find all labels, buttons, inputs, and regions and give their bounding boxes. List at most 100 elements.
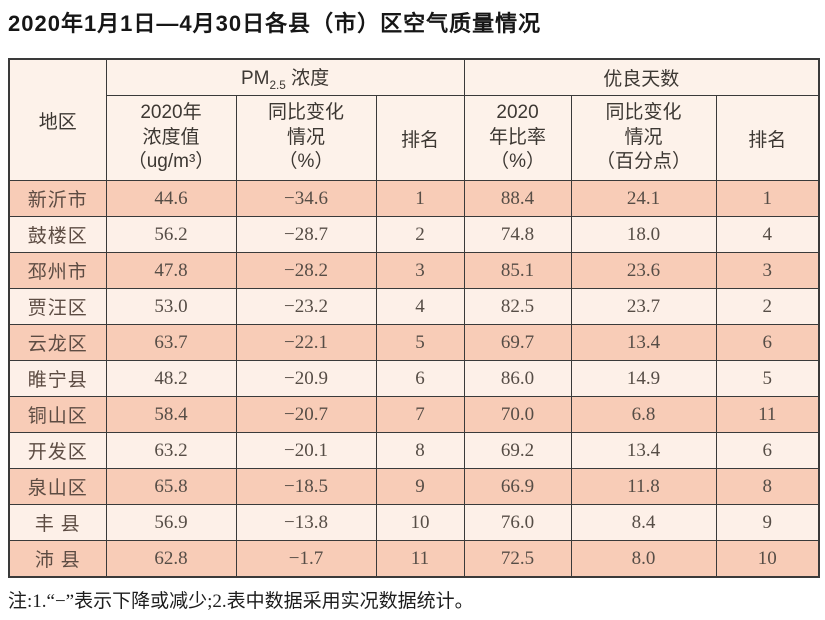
- cell-pm25-rank: 8: [375, 432, 465, 469]
- cell-goodday-ratio: 74.8: [463, 216, 572, 253]
- cell-goodday-rank: 9: [715, 504, 820, 541]
- cell-goodday-change: 13.4: [570, 432, 717, 469]
- cell-goodday-ratio: 76.0: [463, 504, 572, 541]
- cell-pm25-value: 65.8: [105, 468, 237, 505]
- table-row: 铜山区 58.4 −20.7 7 70.0 6.8 11: [8, 396, 820, 433]
- cell-goodday-rank: 10: [715, 540, 820, 578]
- cell-pm25-change: −18.5: [235, 468, 377, 505]
- footnote: 注:1.“−”表示下降或减少;2.表中数据采用实况数据统计。: [8, 591, 474, 612]
- cell-goodday-rank: 1: [715, 180, 820, 217]
- col-header-goodday-ratio: 2020 年比率 （%）: [463, 95, 572, 181]
- cell-goodday-change: 23.6: [570, 252, 717, 289]
- header-group-row: 地区 PM2.5 浓度 优良天数: [8, 58, 820, 181]
- cell-pm25-change: −23.2: [235, 288, 377, 325]
- cell-pm25-value: 56.9: [105, 504, 237, 541]
- col-header-pm25-rank: 排名: [375, 95, 465, 181]
- pm25-label-suffix: 浓度: [285, 68, 330, 90]
- cell-region: 邳州市: [8, 252, 107, 289]
- cell-goodday-change: 23.7: [570, 288, 717, 325]
- table-body: 新沂市 44.6 −34.6 1 88.4 24.1 1 鼓楼区 56.2 −2…: [8, 180, 820, 578]
- cell-region: 沛 县: [8, 540, 107, 578]
- cell-goodday-rank: 2: [715, 288, 820, 325]
- col-header-goodday-rank: 排名: [715, 95, 820, 181]
- pm25-label-subscript: 2.5: [269, 78, 286, 92]
- cell-pm25-value: 63.2: [105, 432, 237, 469]
- cell-pm25-rank: 7: [375, 396, 465, 433]
- cell-pm25-change: −34.6: [235, 180, 377, 217]
- table-row: 新沂市 44.6 −34.6 1 88.4 24.1 1: [8, 180, 820, 217]
- cell-goodday-change: 11.8: [570, 468, 717, 505]
- col-group-pm25: PM2.5 浓度: [105, 58, 465, 96]
- cell-goodday-change: 13.4: [570, 324, 717, 361]
- cell-pm25-value: 44.6: [105, 180, 237, 217]
- cell-pm25-rank: 3: [375, 252, 465, 289]
- cell-goodday-change: 8.4: [570, 504, 717, 541]
- cell-goodday-ratio: 88.4: [463, 180, 572, 217]
- cell-pm25-rank: 4: [375, 288, 465, 325]
- cell-goodday-change: 6.8: [570, 396, 717, 433]
- cell-pm25-rank: 6: [375, 360, 465, 397]
- cell-goodday-rank: 5: [715, 360, 820, 397]
- table-row: 云龙区 63.7 −22.1 5 69.7 13.4 6: [8, 324, 820, 361]
- cell-pm25-change: −20.7: [235, 396, 377, 433]
- table-row: 邳州市 47.8 −28.2 3 85.1 23.6 3: [8, 252, 820, 289]
- cell-pm25-rank: 5: [375, 324, 465, 361]
- col-group-good-days: 优良天数: [463, 58, 820, 96]
- cell-goodday-ratio: 85.1: [463, 252, 572, 289]
- header-sub-row: 2020年 浓度值 （ug/m³） 同比变化 情况 （%） 排名 2020 年比…: [9, 95, 820, 181]
- col-header-region: 地区: [8, 58, 107, 181]
- page-title: 2020年1月1日—4月30日各县（市）区空气质量情况: [8, 11, 542, 36]
- cell-goodday-change: 8.0: [570, 540, 717, 578]
- cell-pm25-value: 56.2: [105, 216, 237, 253]
- col-header-pm25-change: 同比变化 情况 （%）: [235, 95, 377, 181]
- cell-pm25-rank: 11: [375, 540, 465, 578]
- cell-region: 丰 县: [8, 504, 107, 541]
- table-row: 丰 县 56.9 −13.8 10 76.0 8.4 9: [8, 504, 820, 541]
- cell-goodday-rank: 6: [715, 432, 820, 469]
- cell-goodday-change: 18.0: [570, 216, 717, 253]
- cell-region: 睢宁县: [8, 360, 107, 397]
- air-quality-table: 地区 PM2.5 浓度 优良天数 2020年 浓度值 （ug/m³） 同比变化 …: [8, 58, 821, 578]
- cell-region: 云龙区: [8, 324, 107, 361]
- cell-goodday-rank: 3: [715, 252, 820, 289]
- cell-goodday-ratio: 70.0: [463, 396, 572, 433]
- cell-goodday-change: 24.1: [570, 180, 717, 217]
- table-row: 泉山区 65.8 −18.5 9 66.9 11.8 8: [8, 468, 820, 505]
- cell-goodday-ratio: 72.5: [463, 540, 572, 578]
- table-row: 开发区 63.2 −20.1 8 69.2 13.4 6: [8, 432, 820, 469]
- cell-pm25-change: −13.8: [235, 504, 377, 541]
- cell-goodday-rank: 11: [715, 396, 820, 433]
- col-header-goodday-change: 同比变化 情况 （百分点）: [570, 95, 717, 181]
- cell-pm25-rank: 2: [375, 216, 465, 253]
- table-header: 地区 PM2.5 浓度 优良天数 2020年 浓度值 （ug/m³） 同比变化 …: [8, 58, 820, 181]
- cell-pm25-change: −28.2: [235, 252, 377, 289]
- cell-region: 贾汪区: [8, 288, 107, 325]
- cell-pm25-rank: 1: [375, 180, 465, 217]
- cell-region: 鼓楼区: [8, 216, 107, 253]
- cell-pm25-value: 58.4: [105, 396, 237, 433]
- cell-region: 开发区: [8, 432, 107, 469]
- cell-pm25-value: 62.8: [105, 540, 237, 578]
- table-row: 鼓楼区 56.2 −28.7 2 74.8 18.0 4: [8, 216, 820, 253]
- cell-pm25-change: −28.7: [235, 216, 377, 253]
- cell-region: 新沂市: [8, 180, 107, 217]
- cell-region: 泉山区: [8, 468, 107, 505]
- cell-pm25-rank: 9: [375, 468, 465, 505]
- table-row: 贾汪区 53.0 −23.2 4 82.5 23.7 2: [8, 288, 820, 325]
- col-header-pm25-value: 2020年 浓度值 （ug/m³）: [105, 95, 237, 181]
- pm25-label-prefix: PM: [240, 68, 270, 90]
- table-row: 睢宁县 48.2 −20.9 6 86.0 14.9 5: [8, 360, 820, 397]
- cell-region: 铜山区: [8, 396, 107, 433]
- cell-pm25-value: 47.8: [105, 252, 237, 289]
- cell-pm25-value: 48.2: [105, 360, 237, 397]
- table-row: 沛 县 62.8 −1.7 11 72.5 8.0 10: [8, 540, 820, 578]
- cell-pm25-rank: 10: [375, 504, 465, 541]
- cell-goodday-rank: 6: [715, 324, 820, 361]
- cell-goodday-change: 14.9: [570, 360, 717, 397]
- cell-pm25-change: −20.1: [235, 432, 377, 469]
- cell-goodday-ratio: 66.9: [463, 468, 572, 505]
- cell-goodday-rank: 4: [715, 216, 820, 253]
- cell-goodday-rank: 8: [715, 468, 820, 505]
- cell-goodday-ratio: 69.2: [463, 432, 572, 469]
- cell-pm25-change: −22.1: [235, 324, 377, 361]
